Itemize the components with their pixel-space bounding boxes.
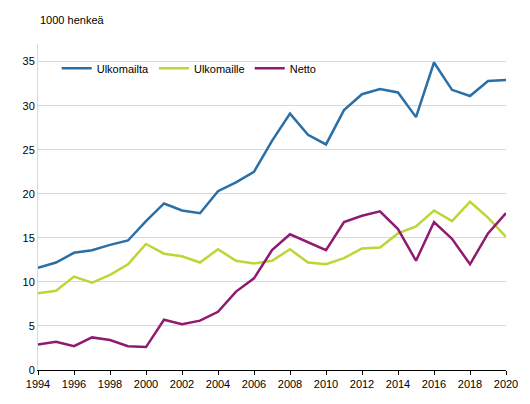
svg-text:2006: 2006 xyxy=(242,378,266,390)
svg-text:2020: 2020 xyxy=(494,378,518,390)
svg-text:1994: 1994 xyxy=(26,378,50,390)
svg-text:25: 25 xyxy=(23,144,35,156)
svg-text:1996: 1996 xyxy=(62,378,86,390)
svg-text:20: 20 xyxy=(23,188,35,200)
svg-text:1000 henkeä: 1000 henkeä xyxy=(40,14,104,26)
svg-text:2004: 2004 xyxy=(206,378,230,390)
svg-text:2012: 2012 xyxy=(350,378,374,390)
svg-text:Ulkomailta: Ulkomailta xyxy=(97,63,149,75)
svg-text:5: 5 xyxy=(29,320,35,332)
svg-text:2008: 2008 xyxy=(278,378,302,390)
svg-text:15: 15 xyxy=(23,232,35,244)
svg-text:Ulkomaille: Ulkomaille xyxy=(194,63,245,75)
svg-text:1998: 1998 xyxy=(98,378,122,390)
svg-text:2018: 2018 xyxy=(458,378,482,390)
svg-text:0: 0 xyxy=(29,364,35,376)
svg-text:2000: 2000 xyxy=(134,378,158,390)
svg-text:2016: 2016 xyxy=(422,378,446,390)
svg-text:Netto: Netto xyxy=(290,63,316,75)
svg-text:2010: 2010 xyxy=(314,378,338,390)
svg-text:30: 30 xyxy=(23,100,35,112)
svg-text:10: 10 xyxy=(23,276,35,288)
svg-text:35: 35 xyxy=(23,55,35,67)
svg-text:2002: 2002 xyxy=(170,378,194,390)
svg-text:2014: 2014 xyxy=(386,378,410,390)
